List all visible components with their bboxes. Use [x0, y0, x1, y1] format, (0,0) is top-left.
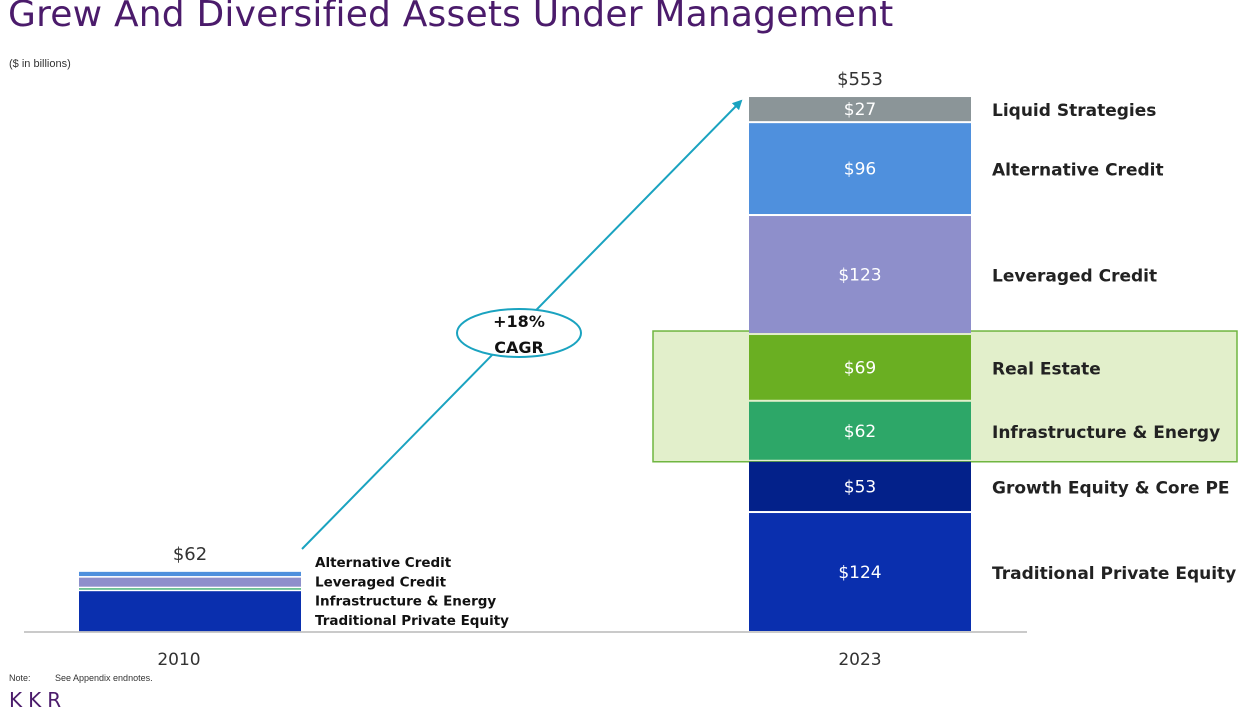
- bar-segment-2010-traditional-private-equity: [79, 591, 301, 632]
- legend-label-2023-leveraged-credit: Leveraged Credit: [992, 267, 1157, 287]
- legend-label-2010-traditional-private-equity: Traditional Private Equity: [315, 613, 509, 629]
- legend-label-2010-infrastructure-energy: Infrastructure & Energy: [315, 594, 496, 610]
- bar-segment-2023-liquid-strategies: [749, 97, 971, 122]
- bar-segment-2023-leveraged-credit: [749, 216, 971, 334]
- legend-label-2023-alternative-credit: Alternative Credit: [992, 161, 1164, 181]
- total-label-2023: $553: [837, 69, 883, 90]
- footnote-label: Note:: [9, 673, 31, 683]
- bar-segment-2023-growth-equity-core-pe: [749, 461, 971, 512]
- cagr-percent-label: +18%: [493, 312, 545, 331]
- legend-label-2023-traditional-private-equity: Traditional Private Equity: [992, 564, 1236, 584]
- value-label-2023-traditional-private-equity: $124: [838, 563, 881, 583]
- bar-segment-2010-leveraged-credit: [79, 577, 301, 587]
- bar-segment-2023-alternative-credit: [749, 123, 971, 215]
- x-tick-label-2010: 2010: [157, 650, 200, 670]
- total-label-2010: $62: [173, 544, 207, 565]
- cagr-ellipse: [456, 308, 582, 358]
- bar-segment-2010-alternative-credit: [79, 571, 301, 577]
- bar-segment-2023-real-estate: [749, 335, 971, 400]
- value-label-2023-leveraged-credit: $123: [838, 266, 881, 286]
- footnote: Note: See Appendix endnotes.: [9, 673, 153, 683]
- value-label-2023-infrastructure-energy: $62: [844, 422, 876, 442]
- kkr-logo: KKR: [9, 688, 68, 712]
- legend-label-2023-infrastructure-energy: Infrastructure & Energy: [992, 423, 1220, 443]
- x-tick-label-2023: 2023: [838, 650, 881, 670]
- bar-segment-2010-infrastructure-energy: [79, 588, 301, 590]
- value-label-2023-real-estate: $69: [844, 358, 876, 378]
- legend-label-2023-liquid-strategies: Liquid Strategies: [992, 101, 1156, 121]
- bar-segment-2023-traditional-private-equity: [749, 513, 971, 631]
- value-label-2023-liquid-strategies: $27: [844, 100, 876, 120]
- units-note: ($ in billions): [9, 58, 71, 70]
- legend-label-2023-real-estate: Real Estate: [992, 359, 1101, 379]
- legend-label-2010-leveraged-credit: Leveraged Credit: [315, 574, 447, 590]
- footnote-text: See Appendix endnotes.: [55, 673, 153, 683]
- legend-label-2023-growth-equity-core-pe: Growth Equity & Core PE: [992, 478, 1230, 498]
- page-title: Grew And Diversified Assets Under Manage…: [8, 0, 894, 35]
- cagr-text-label: CAGR: [494, 338, 544, 357]
- value-label-2023-growth-equity-core-pe: $53: [844, 477, 876, 497]
- legend-label-2010-alternative-credit: Alternative Credit: [315, 555, 452, 571]
- value-label-2023-alternative-credit: $96: [844, 160, 876, 180]
- bar-segment-2023-infrastructure-energy: [749, 401, 971, 460]
